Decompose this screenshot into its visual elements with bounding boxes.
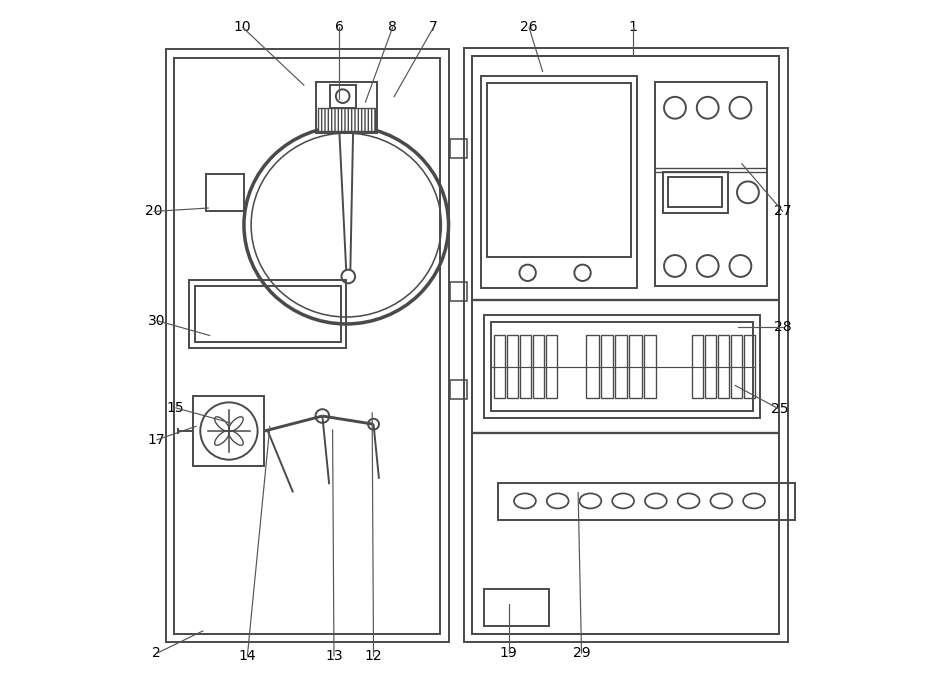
Bar [615, 336, 628, 398]
Bar [655, 82, 767, 286]
Text: 29: 29 [573, 647, 590, 660]
Bar [473, 56, 779, 634]
Bar [463, 48, 788, 642]
Text: 8: 8 [388, 20, 397, 34]
Text: 28: 28 [774, 321, 792, 334]
Bar [600, 336, 613, 398]
Bar [668, 177, 722, 207]
Text: 15: 15 [167, 401, 185, 415]
Bar [484, 589, 549, 626]
Text: 17: 17 [148, 433, 165, 447]
Bar [473, 56, 779, 300]
Bar [480, 76, 638, 288]
Bar [450, 282, 467, 301]
Text: 27: 27 [774, 205, 792, 218]
Text: 20: 20 [145, 205, 162, 218]
Bar [473, 300, 779, 433]
Bar [189, 280, 346, 348]
Text: 25: 25 [770, 402, 788, 416]
Bar [195, 286, 341, 342]
Bar [586, 336, 598, 398]
Bar [521, 336, 531, 398]
Bar [450, 380, 467, 399]
Bar [498, 483, 795, 520]
Text: 2: 2 [152, 647, 161, 660]
Bar [643, 336, 656, 398]
Bar [662, 172, 728, 213]
Bar [174, 58, 440, 634]
Text: 13: 13 [325, 649, 342, 663]
Bar [692, 336, 703, 398]
Bar [165, 49, 448, 642]
Bar [491, 322, 752, 411]
Bar [193, 396, 265, 466]
Bar [718, 336, 729, 398]
Text: 10: 10 [234, 20, 251, 34]
Bar [473, 433, 779, 634]
Text: 6: 6 [335, 20, 344, 34]
Bar [206, 174, 244, 211]
Text: 12: 12 [365, 649, 383, 663]
Bar [731, 336, 742, 398]
Bar [546, 336, 557, 398]
Bar [494, 336, 506, 398]
Bar [330, 85, 356, 108]
Text: 1: 1 [628, 20, 637, 34]
Text: 7: 7 [430, 20, 438, 34]
Bar [507, 336, 518, 398]
Bar [744, 336, 755, 398]
Bar [705, 336, 716, 398]
Text: 14: 14 [238, 649, 256, 663]
Bar [484, 315, 760, 418]
Text: 30: 30 [148, 314, 165, 327]
Bar [533, 336, 544, 398]
Bar [318, 108, 375, 131]
Bar [450, 139, 467, 158]
Bar [488, 83, 630, 257]
Text: 19: 19 [500, 647, 518, 660]
Bar [315, 82, 377, 133]
Bar [629, 336, 642, 398]
Text: 26: 26 [521, 20, 537, 34]
